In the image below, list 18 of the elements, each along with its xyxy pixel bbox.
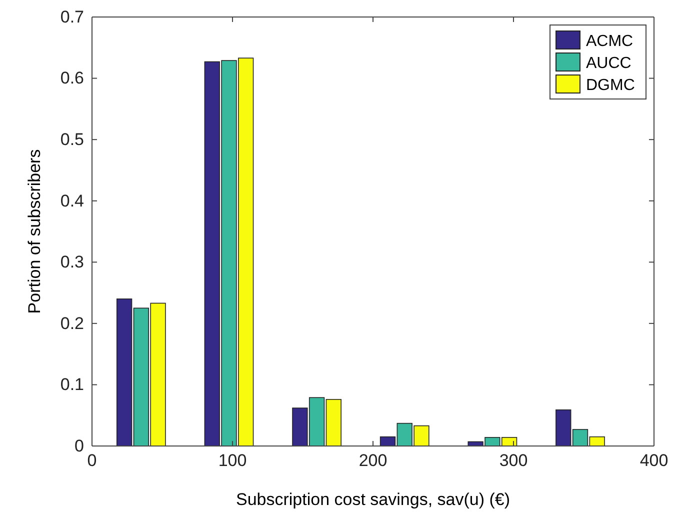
y-tick-label: 0 [74,436,84,456]
legend-label: AUCC [586,55,632,72]
y-tick-label: 0.7 [60,7,84,26]
legend-label: DGMC [586,77,635,94]
x-tick-label: 100 [218,451,247,470]
y-tick-label: 0.5 [60,130,84,150]
x-tick-label: 400 [640,451,668,470]
x-tick-label: 0 [87,451,97,470]
y-tick-label: 0.2 [60,314,84,333]
x-tick-label: 300 [499,451,528,470]
y-tick-label: 0.6 [60,68,84,88]
y-tick-label: 0.3 [60,252,84,272]
y-axis-title: Portion of subscribers [25,149,44,314]
x-tick-label: 200 [358,451,388,470]
y-tick-label: 0.1 [60,375,84,394]
legend-label: ACMC [586,33,634,50]
y-tick-label: 0.4 [60,191,84,210]
x-axis-title: Subscription cost savings, sav(u) (€) [236,490,510,509]
